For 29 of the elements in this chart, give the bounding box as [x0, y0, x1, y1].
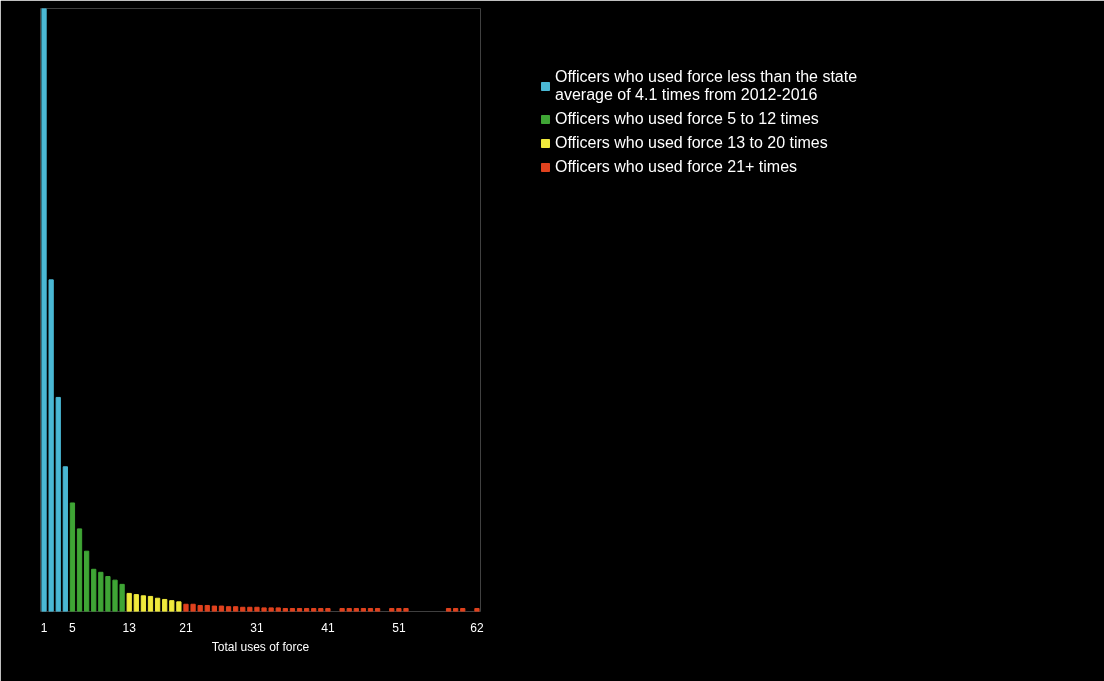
bar	[211, 605, 217, 612]
bar	[147, 595, 154, 612]
bar	[460, 607, 466, 612]
legend-label: Officers who used force 21+ times	[555, 158, 798, 176]
legend-label: Officers who used force 13 to 20 times	[555, 134, 828, 152]
x-tick-label: 21	[179, 620, 193, 635]
x-tick-label: 51	[392, 620, 406, 635]
bar	[133, 594, 139, 612]
x-axis-title: Total uses of force	[211, 639, 310, 654]
x-tick-label: 41	[321, 620, 335, 635]
x-tick-label: 62	[470, 620, 484, 635]
legend-label: Officers who used force less than the state average of 4.1 times from 2012-2016	[555, 68, 858, 104]
bar	[140, 595, 147, 612]
x-tick-label: 1	[40, 620, 48, 635]
bar	[233, 606, 239, 612]
bar	[126, 592, 132, 612]
x-tick-label: 5	[69, 620, 77, 635]
bar	[162, 598, 168, 612]
bar	[84, 550, 90, 612]
legend-label: Officers who used force 5 to 12 times	[555, 110, 819, 128]
bar	[69, 502, 76, 612]
bar	[225, 606, 232, 612]
bar	[62, 466, 68, 612]
bar	[76, 528, 83, 612]
bar	[218, 605, 225, 612]
bar	[154, 597, 161, 612]
x-tick-label: 13	[122, 620, 137, 635]
x-tick-label: 31	[250, 620, 264, 635]
bar	[474, 607, 480, 612]
